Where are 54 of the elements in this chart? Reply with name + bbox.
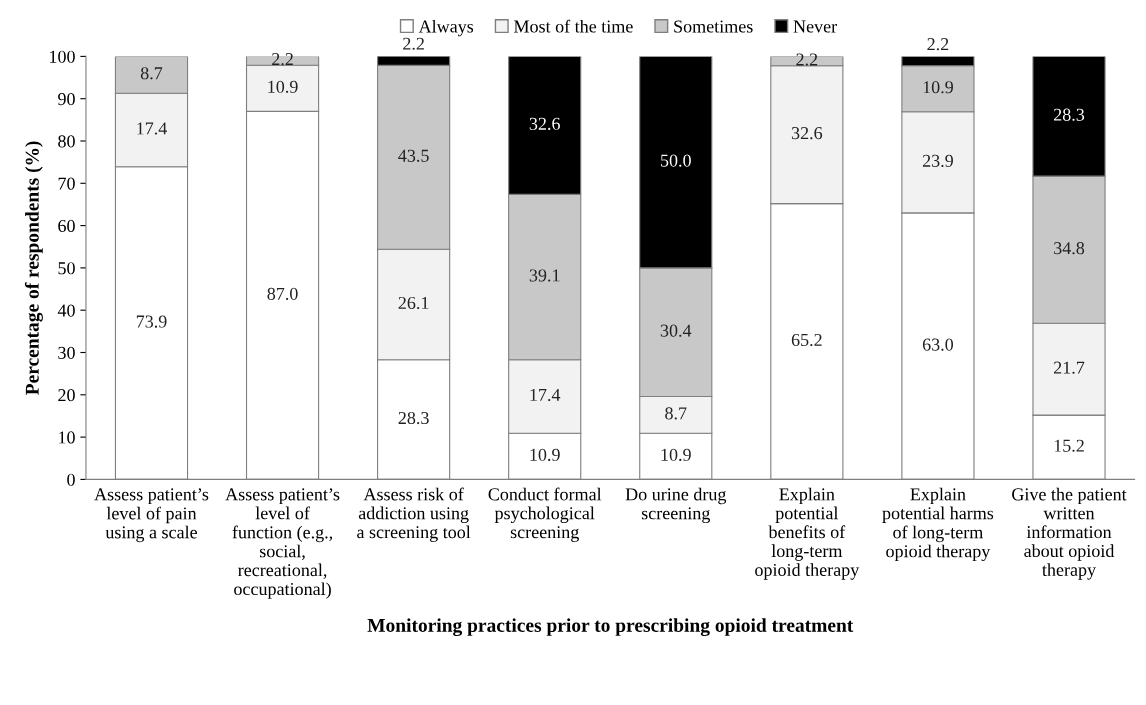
- legend-label: Always: [418, 19, 474, 37]
- data-label: 23.9: [922, 154, 953, 167]
- x-axis-title: Monitoring practices prior to prescribing opioid treatment: [367, 618, 854, 637]
- data-label: 28.3: [398, 411, 429, 425]
- data-label: 30.4: [660, 324, 692, 337]
- y-tick-label: 30: [58, 346, 75, 359]
- data-label: 2.2: [403, 37, 424, 50]
- data-label: 2.2: [796, 53, 818, 66]
- data-label: 15.2: [1054, 439, 1084, 452]
- legend-label: Never: [793, 20, 837, 33]
- data-label: 21.7: [1054, 361, 1085, 374]
- y-tick-label: 10: [59, 431, 75, 444]
- data-label: 63.0: [922, 338, 954, 351]
- x-tick-label: Assess risk of addiction using a screening tool: [357, 487, 471, 542]
- data-label: 8.7: [665, 407, 687, 420]
- y-tick-label: 70: [58, 177, 75, 190]
- legend-label: Sometimes: [674, 20, 753, 33]
- data-label: 2.2: [272, 53, 293, 66]
- y-tick-label: 20: [58, 389, 75, 402]
- data-label: 50.0: [661, 154, 691, 167]
- data-label: 26.1: [398, 296, 429, 310]
- data-label: 10.9: [530, 448, 560, 461]
- y-axis-title: Percentage of respondents (%): [24, 141, 43, 395]
- data-label: 17.4: [530, 388, 561, 402]
- y-tick-label: 0: [67, 473, 75, 486]
- data-label: 32.6: [529, 117, 560, 130]
- y-tick-label: 50: [58, 262, 75, 275]
- y-tick-label: 40: [57, 304, 75, 317]
- data-label: 34.8: [1054, 242, 1085, 255]
- data-label: 28.3: [1054, 108, 1085, 121]
- data-label: 10.9: [661, 448, 691, 461]
- data-label: 10.9: [268, 80, 298, 93]
- data-label: 39.1: [529, 269, 560, 282]
- y-tick-label: 100: [50, 50, 75, 63]
- x-tick-label: Give the patient written information about opioid therapy: [1012, 487, 1127, 580]
- data-label: 43.5: [398, 149, 429, 162]
- data-label: 65.2: [791, 333, 822, 347]
- data-label: 32.6: [791, 127, 823, 140]
- y-tick-label: 80: [58, 135, 75, 148]
- legend-label: Most of the time: [514, 19, 633, 33]
- x-tick-label: Explain potential benefits of long-term opioid therapy: [755, 487, 860, 580]
- x-tick-label: Assess patient’s level of pain using a scale: [94, 488, 209, 543]
- data-label: 2.2: [927, 38, 949, 51]
- y-tick-label: 90: [58, 92, 75, 106]
- data-label: 10.9: [923, 81, 953, 94]
- x-tick-label: Conduct formal psychological screening: [488, 487, 602, 542]
- data-label: 8.7: [140, 67, 163, 80]
- y-tick-label: 60: [58, 219, 75, 233]
- x-tick-label: Assess patient’s level of function (e.g., social, recreational, occupational): [225, 488, 340, 599]
- x-tick-label: Do urine drug screening: [625, 487, 727, 524]
- data-label: 17.4: [137, 122, 167, 135]
- x-tick-label: Explain potential harms of long-term opioid therapy: [882, 487, 994, 562]
- data-label: 87.0: [267, 287, 298, 300]
- data-label: 73.9: [136, 315, 167, 328]
